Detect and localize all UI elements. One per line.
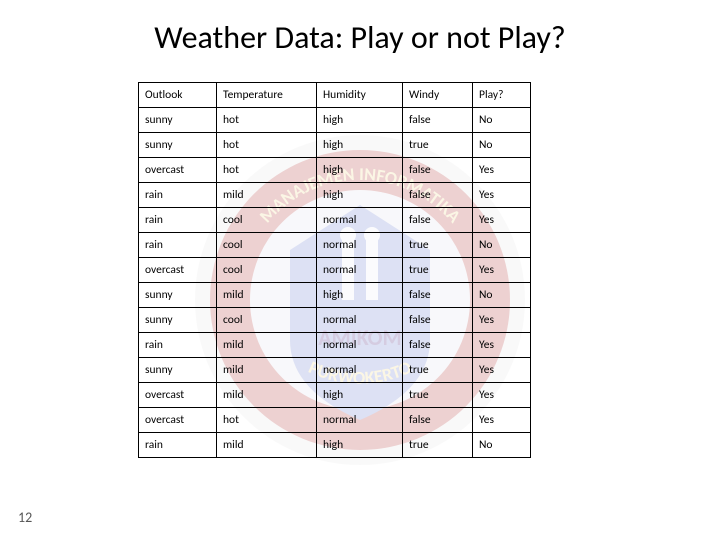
table-row: sunnymildhighfalseNo [139,283,531,308]
table-row: raincoolnormaltrueNo [139,233,531,258]
col-header-play: Play? [473,83,531,108]
cell: true [403,383,473,408]
cell: overcast [139,408,217,433]
cell: sunny [139,308,217,333]
cell: Yes [473,258,531,283]
cell: normal [317,408,403,433]
cell: normal [317,358,403,383]
cell: overcast [139,258,217,283]
cell: overcast [139,158,217,183]
cell: rain [139,433,217,458]
cell: high [317,383,403,408]
cell: false [403,333,473,358]
cell: hot [217,408,317,433]
cell: rain [139,183,217,208]
table-body: sunnyhothighfalseNo sunnyhothightrueNo o… [139,108,531,458]
cell: hot [217,133,317,158]
page-number: 12 [18,509,32,526]
cell: mild [217,333,317,358]
cell: normal [317,308,403,333]
weather-data-table: Outlook Temperature Humidity Windy Play?… [138,82,531,458]
cell: true [403,133,473,158]
cell: high [317,183,403,208]
table-row: rainmildhightrueNo [139,433,531,458]
cell: No [473,433,531,458]
cell: normal [317,208,403,233]
table-row: overcasthotnormalfalseYes [139,408,531,433]
cell: cool [217,233,317,258]
cell: No [473,233,531,258]
cell: Yes [473,358,531,383]
table-row: rainmildnormalfalseYes [139,333,531,358]
cell: cool [217,308,317,333]
cell: false [403,158,473,183]
cell: sunny [139,133,217,158]
table-row: overcastmildhightrueYes [139,383,531,408]
col-header-temperature: Temperature [217,83,317,108]
cell: cool [217,258,317,283]
cell: mild [217,383,317,408]
cell: true [403,433,473,458]
cell: high [317,133,403,158]
cell: false [403,108,473,133]
cell: normal [317,258,403,283]
cell: high [317,433,403,458]
cell: false [403,208,473,233]
col-header-windy: Windy [403,83,473,108]
cell: true [403,233,473,258]
cell: cool [217,208,317,233]
table-row: overcastcoolnormaltrueYes [139,258,531,283]
cell: mild [217,358,317,383]
table-row: overcasthothighfalseYes [139,158,531,183]
cell: high [317,283,403,308]
cell: sunny [139,358,217,383]
cell: Yes [473,208,531,233]
cell: No [473,108,531,133]
table-row: sunnycoolnormalfalseYes [139,308,531,333]
table-row: sunnymildnormaltrueYes [139,358,531,383]
cell: true [403,358,473,383]
cell: mild [217,283,317,308]
cell: Yes [473,408,531,433]
cell: high [317,108,403,133]
cell: false [403,408,473,433]
cell: sunny [139,108,217,133]
table-row: sunnyhothighfalseNo [139,108,531,133]
cell: false [403,283,473,308]
cell: hot [217,108,317,133]
table-row: raincoolnormalfalseYes [139,208,531,233]
cell: Yes [473,308,531,333]
cell: true [403,258,473,283]
cell: No [473,283,531,308]
col-header-humidity: Humidity [317,83,403,108]
slide-title: Weather Data: Play or not Play? [0,18,720,57]
cell: normal [317,333,403,358]
cell: false [403,183,473,208]
cell: normal [317,233,403,258]
table-header-row: Outlook Temperature Humidity Windy Play? [139,83,531,108]
cell: sunny [139,283,217,308]
cell: high [317,158,403,183]
cell: Yes [473,383,531,408]
cell: No [473,133,531,158]
cell: hot [217,158,317,183]
cell: rain [139,208,217,233]
cell: rain [139,333,217,358]
cell: Yes [473,183,531,208]
col-header-outlook: Outlook [139,83,217,108]
cell: Yes [473,333,531,358]
cell: mild [217,183,317,208]
cell: mild [217,433,317,458]
cell: false [403,308,473,333]
table-row: sunnyhothightrueNo [139,133,531,158]
cell: Yes [473,158,531,183]
cell: rain [139,233,217,258]
cell: overcast [139,383,217,408]
table-row: rainmildhighfalseYes [139,183,531,208]
data-table-container: Outlook Temperature Humidity Windy Play?… [138,82,531,458]
